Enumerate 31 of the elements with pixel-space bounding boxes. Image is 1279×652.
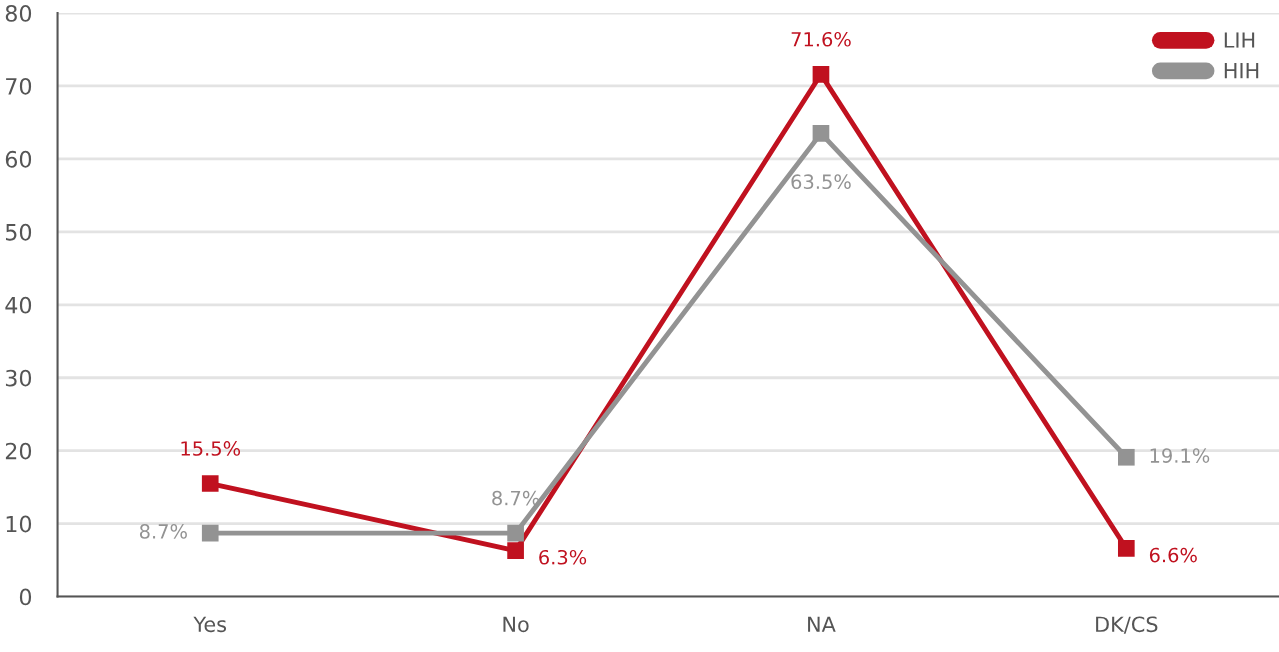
data-label: 71.6% bbox=[791, 31, 851, 47]
y-tick-label: 20 bbox=[5, 442, 32, 460]
point bbox=[507, 524, 524, 542]
point bbox=[812, 65, 830, 83]
y-tick-label: 50 bbox=[5, 223, 32, 241]
data-label: 6.3% bbox=[539, 549, 587, 565]
point bbox=[812, 125, 830, 142]
y-tick-label: 60 bbox=[5, 150, 32, 168]
y-tick-label: 30 bbox=[5, 369, 32, 387]
data-label: 6.6% bbox=[1149, 547, 1197, 563]
x-tick-label: No bbox=[503, 616, 529, 633]
point bbox=[1117, 540, 1135, 557]
data-label: 63.5% bbox=[791, 174, 851, 190]
y-tick-label: 80 bbox=[5, 4, 32, 22]
x-tick-label: DK/CS bbox=[1096, 616, 1158, 634]
point bbox=[507, 542, 524, 559]
point bbox=[201, 524, 219, 542]
data-label: 15.5% bbox=[181, 441, 241, 456]
y-tick-label: 70 bbox=[6, 77, 32, 95]
data-label: 19.1% bbox=[1150, 448, 1210, 463]
point bbox=[1117, 448, 1135, 466]
x-tick-label: NA bbox=[808, 616, 836, 632]
y-tick-label: 10 bbox=[6, 515, 32, 533]
legend-label: HIH bbox=[1224, 63, 1259, 79]
y-tick-label: 0 bbox=[19, 588, 32, 606]
x-tick-label: Yes bbox=[193, 616, 227, 633]
legend-label: LIH bbox=[1224, 32, 1255, 48]
data-label: 8.7% bbox=[492, 490, 540, 506]
point bbox=[201, 475, 219, 492]
y-tick-label: 40 bbox=[5, 296, 32, 314]
data-label: 8.7% bbox=[139, 524, 187, 539]
